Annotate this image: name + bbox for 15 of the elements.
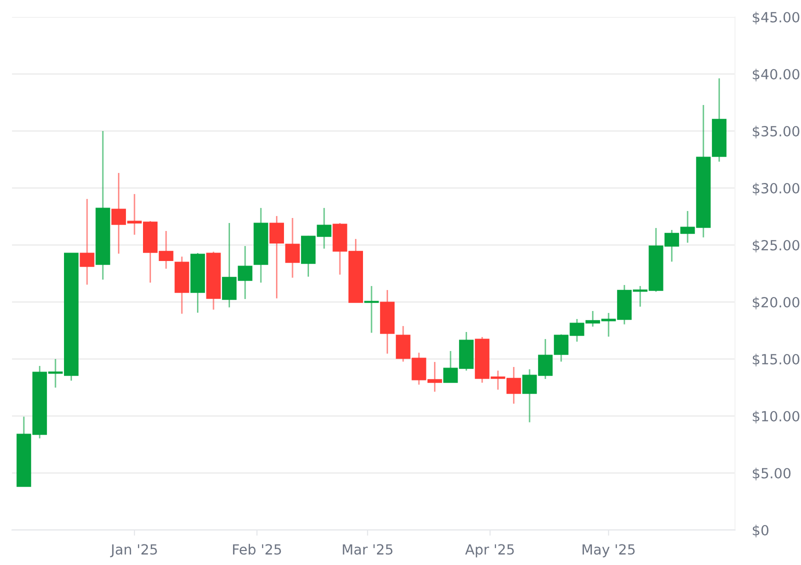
y-tick-label: $10.00 bbox=[752, 410, 800, 424]
x-tick-label: Apr '25 bbox=[465, 544, 514, 558]
x-tick-label: Feb '25 bbox=[233, 544, 281, 555]
y-tick-label: $30.00 bbox=[752, 182, 800, 196]
x-tick-label: May '25 bbox=[582, 544, 635, 558]
y-tick-label: $40.00 bbox=[752, 68, 800, 82]
y-tick-label: $5.00 bbox=[752, 468, 791, 480]
y-tick-label: $0 bbox=[752, 524, 768, 538]
y-tick-label: $20.00 bbox=[752, 296, 800, 310]
y-tick-label: $25.00 bbox=[752, 240, 800, 252]
y-tick-label: $45.00 bbox=[752, 12, 800, 24]
x-tick-label: Jan '25 bbox=[110, 544, 157, 558]
y-tick-label: $15.00 bbox=[752, 354, 800, 366]
y-tick-label: $35.00 bbox=[752, 126, 800, 138]
x-tick-label: Mar '25 bbox=[342, 544, 392, 555]
